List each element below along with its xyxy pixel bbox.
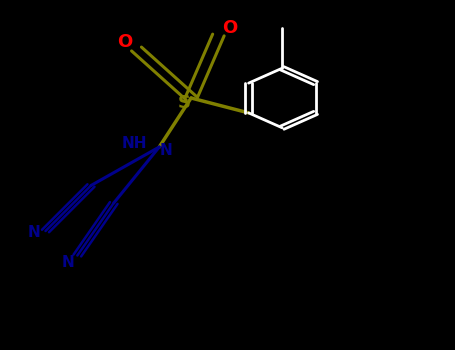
Text: S: S bbox=[178, 94, 191, 112]
Text: O: O bbox=[117, 33, 133, 51]
Text: N: N bbox=[62, 255, 75, 270]
Text: N: N bbox=[28, 225, 40, 240]
Text: O: O bbox=[222, 19, 238, 37]
Text: N: N bbox=[160, 143, 172, 158]
Text: NH: NH bbox=[121, 136, 147, 151]
